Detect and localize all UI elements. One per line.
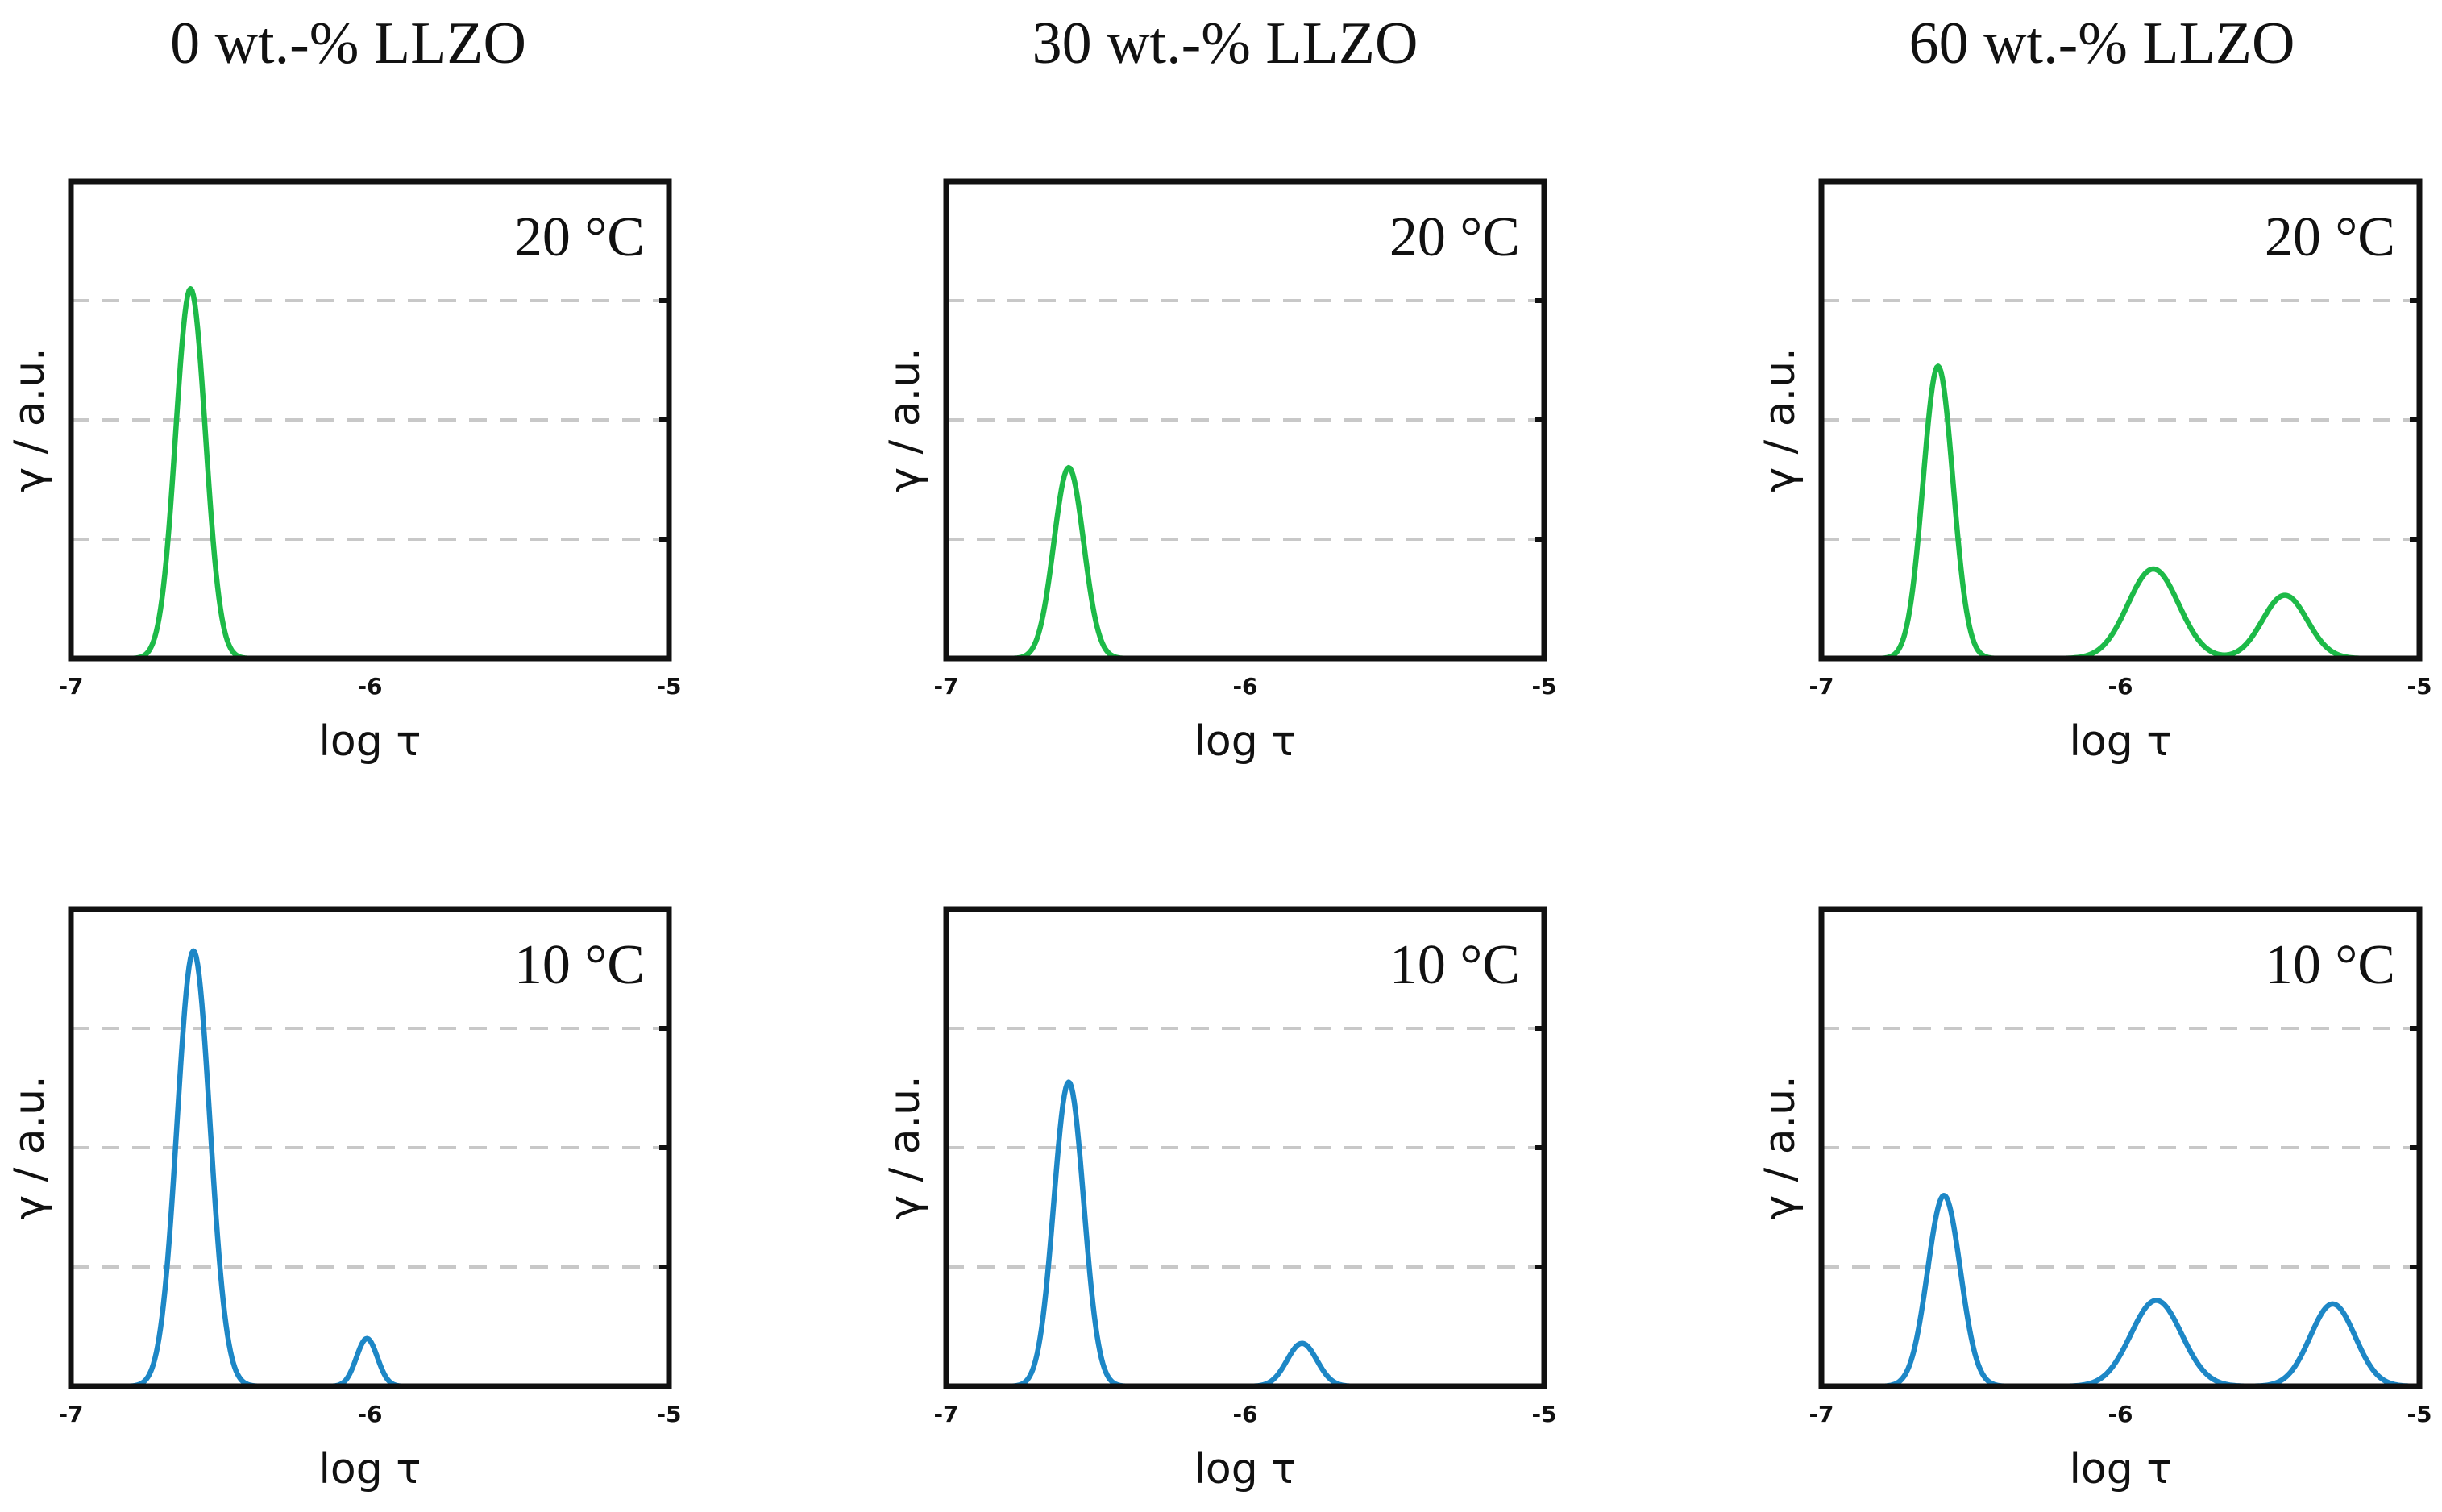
series-line-10C	[945, 1079, 1546, 1389]
x-axis-label: log τ	[1194, 1445, 1296, 1493]
x-tick-label: -7	[1809, 1401, 1834, 1427]
panel-1-0: -7 -6 -5 log τ γ / a.u. 10 °C	[6, 906, 682, 1493]
x-axis-label: log τ	[1194, 717, 1296, 766]
x-tick-label: -7	[933, 1401, 958, 1427]
panel-0-2: -7 -6 -5 log τ γ / a.u. 20 °C	[1756, 178, 2432, 766]
temperature-label: 10 °C	[514, 934, 645, 996]
panel-1-1: -7 -6 -5 log τ γ / a.u. 10 °C	[881, 906, 1557, 1493]
temperature-label: 10 °C	[1389, 934, 1520, 996]
plot-frame	[1818, 178, 2423, 662]
x-tick-label: -5	[656, 673, 681, 700]
x-tick-label: -6	[1232, 1401, 1257, 1427]
plot-frame	[68, 906, 672, 1389]
column-title-2: 60 wt.-% LLZO	[1909, 10, 2295, 77]
x-axis-label: log τ	[318, 1445, 421, 1493]
x-tick-label: -6	[357, 673, 382, 700]
column-title-1: 30 wt.-% LLZO	[1032, 10, 1418, 77]
y-axis-label: γ / a.u.	[1756, 1075, 1805, 1219]
y-axis-label: γ / a.u.	[1756, 347, 1805, 492]
panel-1-2: -7 -6 -5 log τ γ / a.u. 10 °C	[1756, 906, 2432, 1493]
y-axis-label: γ / a.u.	[881, 347, 929, 492]
series-line-10C	[69, 948, 671, 1389]
x-tick-label: -6	[2108, 673, 2133, 700]
series-line-10C	[1820, 1192, 2421, 1389]
panel-0-0: -7 -6 -5 log τ γ / a.u. 20 °C	[6, 178, 682, 766]
temperature-label: 20 °C	[514, 206, 645, 268]
x-tick-label: -5	[1531, 1401, 1556, 1427]
series-line-20C	[1820, 363, 2421, 662]
plot-frame	[1818, 906, 2423, 1389]
x-tick-label: -7	[58, 673, 83, 700]
x-tick-label: -5	[2407, 1401, 2432, 1427]
x-axis-label: log τ	[2069, 1445, 2171, 1493]
temperature-label: 20 °C	[2265, 206, 2395, 268]
x-axis-label: log τ	[318, 717, 421, 766]
plot-frame	[68, 178, 672, 662]
temperature-label: 10 °C	[2265, 934, 2395, 996]
x-tick-label: -5	[1531, 673, 1556, 700]
y-axis-label: γ / a.u.	[6, 1075, 54, 1219]
series-line-20C	[945, 464, 1546, 662]
series-line-20C	[69, 285, 671, 662]
x-tick-label: -6	[357, 1401, 382, 1427]
panel-0-1: -7 -6 -5 log τ γ / a.u. 20 °C	[881, 178, 1557, 766]
x-tick-label: -6	[1232, 673, 1257, 700]
plot-frame	[943, 906, 1547, 1389]
x-tick-label: -5	[656, 1401, 681, 1427]
x-tick-label: -5	[2407, 673, 2432, 700]
y-axis-label: γ / a.u.	[881, 1075, 929, 1219]
plot-frame	[943, 178, 1547, 662]
x-tick-label: -7	[1809, 673, 1834, 700]
panels: -7 -6 -5 log τ γ / a.u. 20 °C -7 -6 -5 log τ γ / a…	[6, 178, 2432, 1493]
x-tick-label: -7	[58, 1401, 83, 1427]
x-tick-label: -7	[933, 673, 958, 700]
x-tick-label: -6	[2108, 1401, 2133, 1427]
x-axis-label: log τ	[2069, 717, 2171, 766]
temperature-label: 20 °C	[1389, 206, 1520, 268]
y-axis-label: γ / a.u.	[6, 347, 54, 492]
column-title-0: 0 wt.-% LLZO	[170, 10, 526, 77]
